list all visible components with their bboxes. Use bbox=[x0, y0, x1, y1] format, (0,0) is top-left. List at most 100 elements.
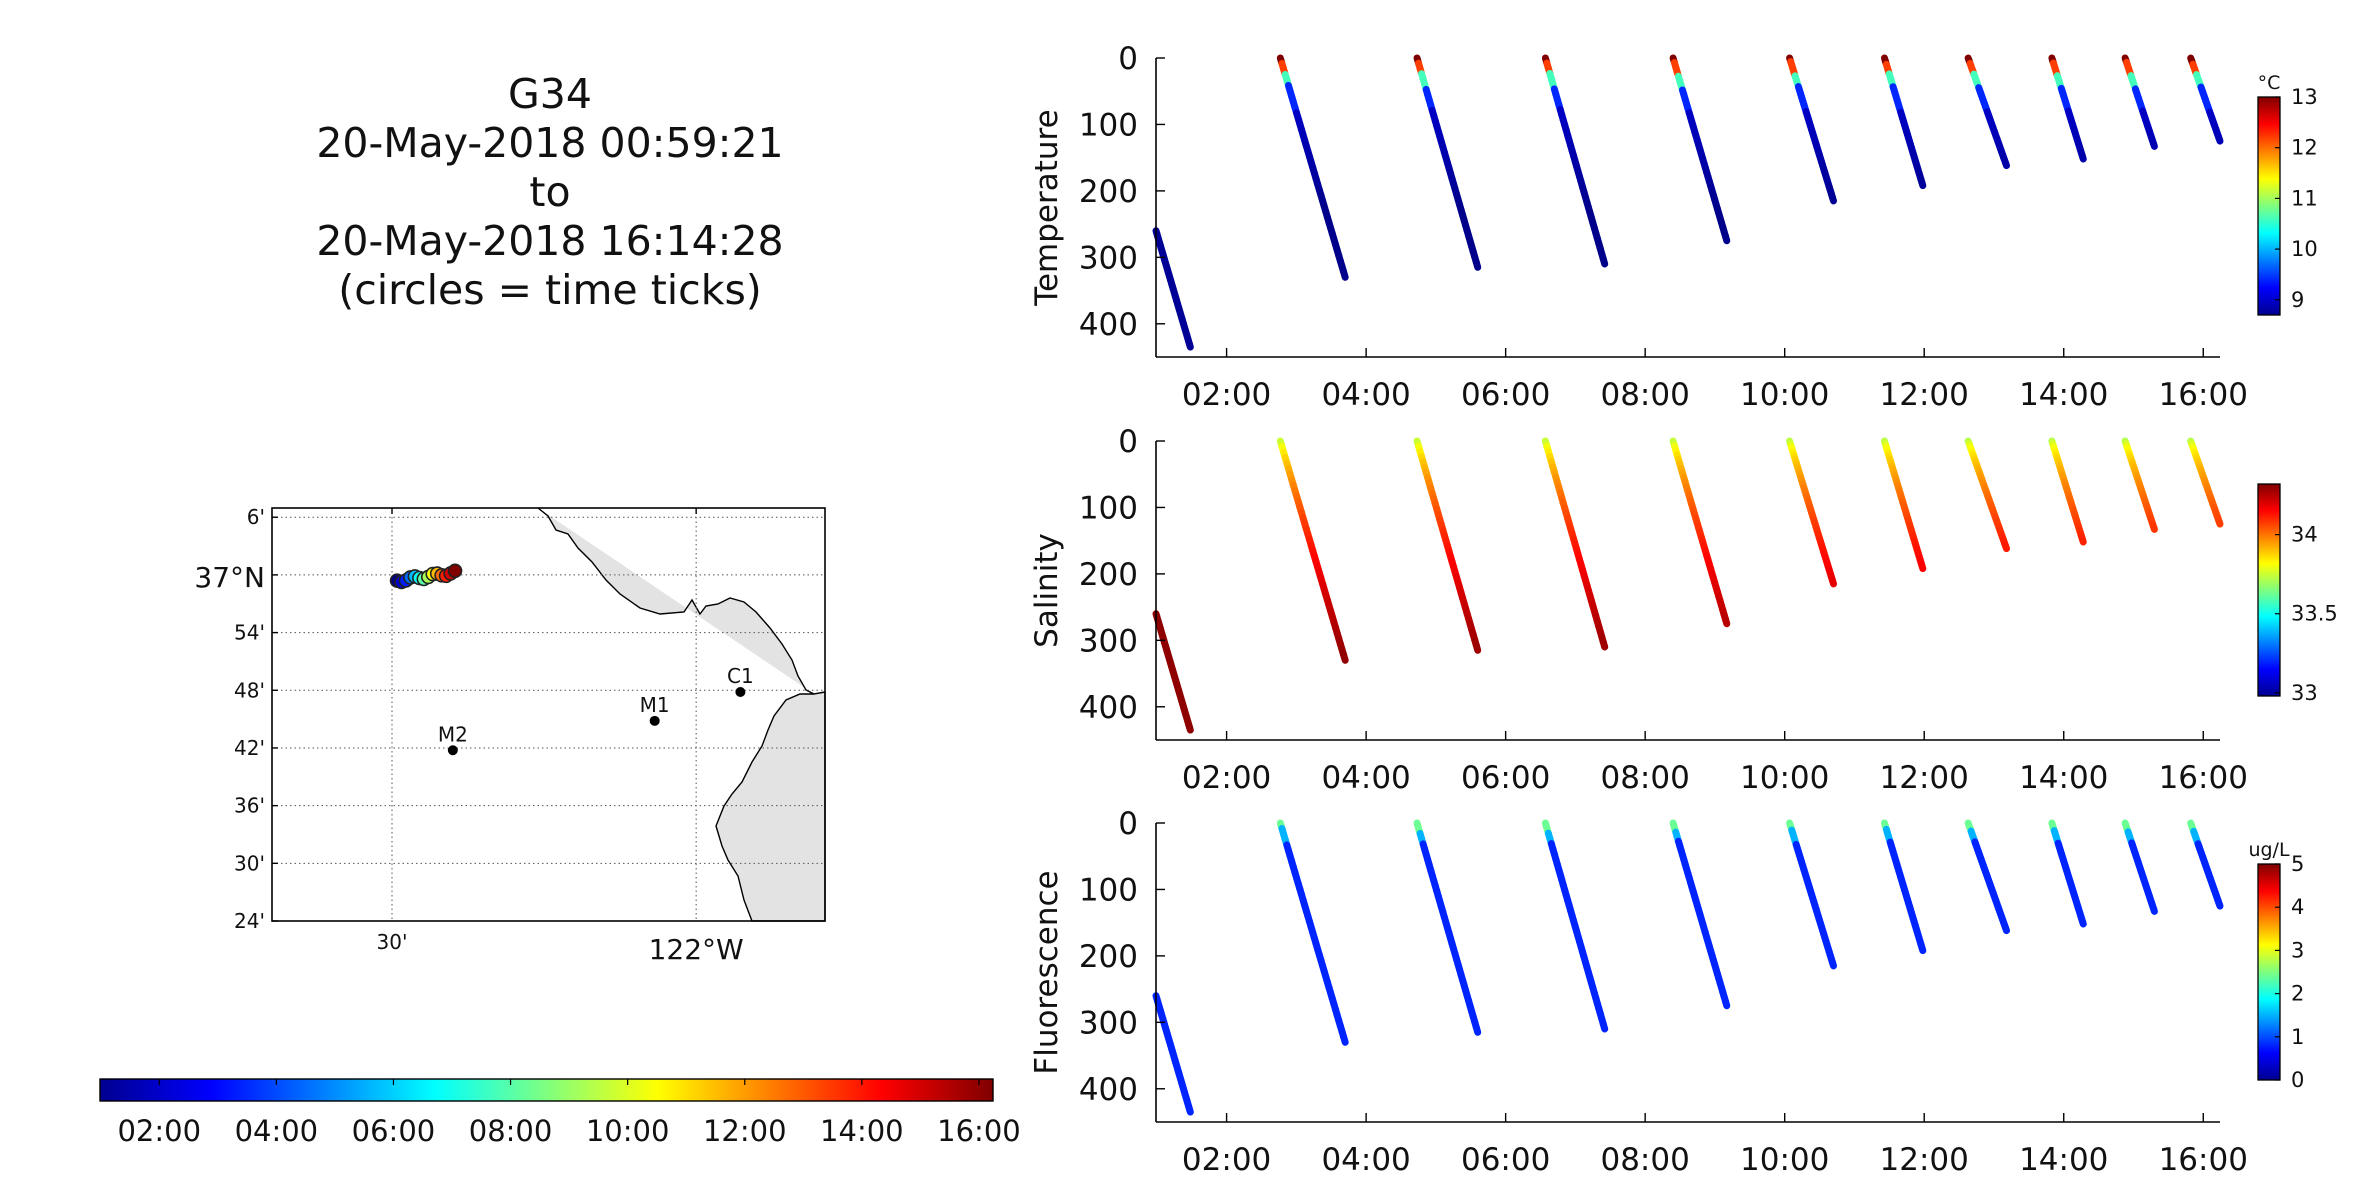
profile-cast bbox=[2187, 819, 2224, 910]
profile-point bbox=[1918, 178, 1927, 190]
x-tick-label: 10:00 bbox=[1740, 760, 1829, 796]
map-lat-label: 30' bbox=[234, 851, 265, 875]
colorbar bbox=[2257, 483, 2281, 697]
profile-cast bbox=[1152, 992, 1194, 1116]
x-tick-label: 08:00 bbox=[1600, 1142, 1689, 1178]
figure-title: G34 20-May-2018 00:59:21 to 20-May-2018 … bbox=[250, 70, 850, 315]
y-tick-label: 300 bbox=[1079, 623, 1138, 659]
profile-cast bbox=[1541, 54, 1609, 268]
profile-point bbox=[1185, 723, 1194, 734]
profile-cast bbox=[1669, 819, 1731, 1010]
profile-point bbox=[2078, 917, 2087, 928]
profile-cast bbox=[1880, 437, 1927, 573]
x-tick-label: 12:00 bbox=[1880, 760, 1969, 796]
colorbar-tick-label: 5 bbox=[2291, 852, 2304, 876]
x-tick-label: 06:00 bbox=[1461, 760, 1550, 796]
y-tick-label: 100 bbox=[1079, 490, 1138, 526]
profile-point bbox=[1185, 1105, 1194, 1116]
profile-cast bbox=[1786, 54, 1838, 205]
colorbar-tick-label: 13 bbox=[2291, 85, 2318, 109]
profile-cast bbox=[1964, 54, 2011, 170]
x-tick-label: 06:00 bbox=[1461, 1142, 1550, 1178]
colorbar-tick-label: 0 bbox=[2291, 1068, 2304, 1092]
x-tick-label: 02:00 bbox=[1182, 1142, 1271, 1178]
colorbar-tick-label: 34 bbox=[2291, 523, 2318, 547]
x-tick-label: 08:00 bbox=[1600, 760, 1689, 796]
profile-cast bbox=[1880, 819, 1927, 955]
map-panel: 6' 37°N 54' 48' 42' 36' 30' 24' 30' 122°W M2 M1 C1 bbox=[194, 505, 826, 966]
x-tick-label: 12:00 bbox=[1880, 377, 1969, 413]
profile-cast bbox=[2187, 437, 2224, 528]
map-lon-label: 122°W bbox=[649, 933, 744, 966]
time-colorbar-tick-label: 16:00 bbox=[937, 1114, 1021, 1148]
profile-point bbox=[1918, 561, 1927, 573]
profile-point bbox=[1828, 958, 1838, 970]
time-colorbar: 02:00 04:00 06:00 08:00 10:00 12:00 14:00 16:00 bbox=[99, 1078, 1021, 1148]
profile-point bbox=[2002, 924, 2011, 935]
profile-cast bbox=[1669, 437, 1731, 628]
profile-cast bbox=[1413, 437, 1482, 654]
time-colorbar-tick-label: 04:00 bbox=[235, 1114, 319, 1148]
colorbar bbox=[2257, 863, 2281, 1081]
x-tick-label: 02:00 bbox=[1182, 377, 1271, 413]
profile-point bbox=[2150, 905, 2158, 915]
colorbar-tick-label: 33 bbox=[2291, 681, 2318, 705]
colorbar-tick-label: 11 bbox=[2291, 186, 2318, 210]
profile-cast bbox=[1276, 819, 1349, 1046]
map-lat-label: 36' bbox=[234, 794, 265, 818]
profile-point bbox=[1599, 255, 1609, 268]
x-tick-label: 14:00 bbox=[2019, 760, 2108, 796]
profile-point bbox=[1472, 258, 1482, 271]
colorbar-tick-label: 1 bbox=[2291, 1025, 2304, 1049]
profile-point bbox=[1340, 1033, 1349, 1046]
y-tick-label: 0 bbox=[1118, 424, 1138, 460]
station-marker bbox=[447, 745, 458, 756]
x-tick-label: 14:00 bbox=[2019, 377, 2108, 413]
x-tick-label: 04:00 bbox=[1321, 377, 1410, 413]
map-lat-label: 6' bbox=[247, 505, 265, 529]
profile-cast bbox=[2048, 819, 2087, 928]
profile-cast bbox=[1669, 54, 1731, 245]
profile-point bbox=[2150, 523, 2158, 533]
profile-point bbox=[1472, 641, 1482, 654]
profile-cast bbox=[1541, 437, 1609, 651]
colorbar-unit: °C bbox=[2258, 72, 2281, 94]
profile-point bbox=[2078, 152, 2087, 163]
title-line-to: to bbox=[529, 168, 571, 216]
profile-point bbox=[2002, 159, 2011, 170]
profile-point bbox=[1918, 943, 1927, 955]
profile-cast bbox=[2187, 54, 2224, 145]
y-tick-label: 400 bbox=[1079, 1072, 1138, 1108]
station-marker bbox=[735, 687, 746, 698]
time-colorbar-tick-label: 14:00 bbox=[820, 1114, 904, 1148]
profile-point bbox=[1721, 615, 1731, 628]
track-time-circle bbox=[447, 563, 463, 579]
profile-cast bbox=[2121, 437, 2158, 533]
profile-casts bbox=[1152, 819, 2224, 1116]
x-tick-label: 16:00 bbox=[2159, 760, 2248, 796]
map-lat-label: 37°N bbox=[194, 561, 265, 594]
profile-point bbox=[2215, 900, 2224, 910]
y-tick-label: 400 bbox=[1079, 690, 1138, 726]
profile-cast bbox=[2048, 54, 2087, 163]
temperature-panel: 0 100 200 300 400 02:00 04:00 06:00 08:00 10:00 12… bbox=[1029, 41, 2318, 413]
time-colorbar-tick-label: 12:00 bbox=[703, 1114, 787, 1148]
x-tick-label: 02:00 bbox=[1182, 760, 1271, 796]
y-tick-label: 0 bbox=[1118, 41, 1138, 77]
station-label: M2 bbox=[438, 722, 468, 746]
map-land bbox=[537, 507, 826, 922]
x-tick-label: 16:00 bbox=[2159, 1142, 2248, 1178]
map-lat-label: 24' bbox=[234, 909, 265, 933]
map-lat-label: 42' bbox=[234, 736, 265, 760]
x-tick-label: 04:00 bbox=[1321, 1142, 1410, 1178]
profile-cast bbox=[1964, 819, 2011, 935]
profile-point bbox=[2150, 140, 2158, 150]
profile-point bbox=[1828, 193, 1838, 205]
profile-point bbox=[1185, 340, 1194, 351]
title-line-start-time: 20-May-2018 00:59:21 bbox=[316, 119, 784, 167]
profile-cast bbox=[1413, 54, 1482, 271]
profile-cast bbox=[2048, 437, 2087, 546]
profile-cast bbox=[1152, 227, 1194, 351]
profile-point bbox=[1599, 638, 1609, 651]
time-colorbar-tick-label: 02:00 bbox=[117, 1114, 201, 1148]
